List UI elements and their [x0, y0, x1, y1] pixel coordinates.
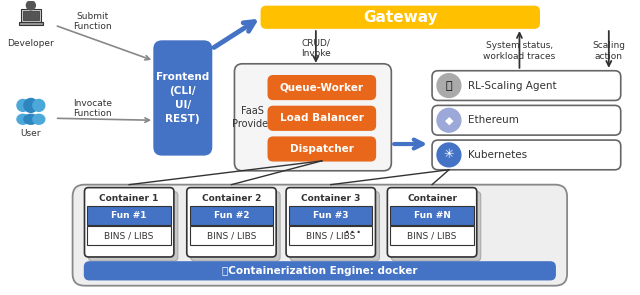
Text: Container 1: Container 1	[99, 194, 159, 203]
Bar	[88, 226, 171, 245]
Bar	[23, 11, 39, 20]
Ellipse shape	[24, 114, 38, 124]
Text: Fun #1: Fun #1	[111, 211, 147, 220]
Text: Submit
Function: Submit Function	[73, 12, 112, 31]
FancyBboxPatch shape	[191, 191, 280, 261]
FancyBboxPatch shape	[154, 41, 212, 155]
Circle shape	[24, 99, 38, 112]
Bar	[189, 226, 273, 245]
Text: ⛵Containerization Engine: docker: ⛵Containerization Engine: docker	[222, 266, 417, 276]
Text: Fun #2: Fun #2	[214, 211, 249, 220]
Text: Container: Container	[407, 194, 457, 203]
Text: 🤖: 🤖	[445, 81, 452, 91]
FancyBboxPatch shape	[187, 188, 276, 257]
Text: Load Balancer: Load Balancer	[280, 113, 364, 123]
Text: BINS / LIBS: BINS / LIBS	[306, 231, 355, 240]
Bar	[289, 226, 372, 245]
Bar	[21, 9, 41, 22]
Circle shape	[26, 1, 35, 10]
Ellipse shape	[33, 114, 45, 124]
Bar	[390, 206, 474, 225]
Text: Fun #N: Fun #N	[413, 211, 451, 220]
FancyBboxPatch shape	[84, 188, 174, 257]
Text: ◆: ◆	[445, 115, 453, 125]
FancyBboxPatch shape	[72, 185, 567, 286]
Text: Scaling
action: Scaling action	[592, 41, 625, 60]
Text: Fun #3: Fun #3	[313, 211, 349, 220]
FancyBboxPatch shape	[290, 191, 380, 261]
Text: Developer: Developer	[8, 39, 54, 48]
FancyBboxPatch shape	[84, 262, 555, 280]
Text: RL-Scaling Agent: RL-Scaling Agent	[468, 81, 556, 91]
Text: Queue-Worker: Queue-Worker	[280, 83, 364, 93]
Text: BINS / LIBS: BINS / LIBS	[207, 231, 256, 240]
Text: User: User	[20, 129, 41, 138]
Bar	[19, 22, 43, 25]
Ellipse shape	[17, 114, 29, 124]
FancyBboxPatch shape	[268, 106, 376, 130]
Circle shape	[33, 99, 45, 111]
FancyBboxPatch shape	[268, 137, 376, 161]
Bar	[88, 206, 171, 225]
FancyBboxPatch shape	[261, 6, 540, 28]
FancyBboxPatch shape	[286, 188, 376, 257]
FancyBboxPatch shape	[432, 140, 621, 170]
Circle shape	[437, 108, 461, 132]
FancyBboxPatch shape	[387, 188, 477, 257]
FancyBboxPatch shape	[432, 105, 621, 135]
FancyBboxPatch shape	[234, 64, 391, 171]
Circle shape	[437, 143, 461, 167]
Circle shape	[437, 74, 461, 97]
Circle shape	[17, 99, 29, 111]
Bar	[289, 206, 372, 225]
FancyBboxPatch shape	[88, 191, 178, 261]
Text: Invocate
Function: Invocate Function	[73, 99, 112, 118]
Text: ...: ...	[344, 218, 363, 237]
FancyBboxPatch shape	[432, 71, 621, 100]
Text: Container 2: Container 2	[202, 194, 261, 203]
Text: BINS / LIBS: BINS / LIBS	[408, 231, 457, 240]
Text: ✳: ✳	[444, 148, 454, 161]
Text: System status,
workload traces: System status, workload traces	[483, 41, 556, 60]
Text: Container 3: Container 3	[301, 194, 360, 203]
Bar	[390, 226, 474, 245]
Bar	[189, 206, 273, 225]
Text: Dispatcher: Dispatcher	[290, 144, 354, 154]
Text: BINS / LIBS: BINS / LIBS	[104, 231, 154, 240]
Text: Kubernetes: Kubernetes	[468, 150, 527, 160]
FancyBboxPatch shape	[391, 191, 481, 261]
Text: Frontend
(CLI/
UI/
REST): Frontend (CLI/ UI/ REST)	[156, 72, 209, 124]
Text: Gateway: Gateway	[363, 10, 438, 25]
Text: CRUD/
Invoke: CRUD/ Invoke	[301, 38, 331, 58]
Text: Ethereum: Ethereum	[468, 115, 518, 125]
FancyBboxPatch shape	[268, 76, 376, 99]
Text: FaaS
Provider: FaaS Provider	[232, 106, 273, 129]
